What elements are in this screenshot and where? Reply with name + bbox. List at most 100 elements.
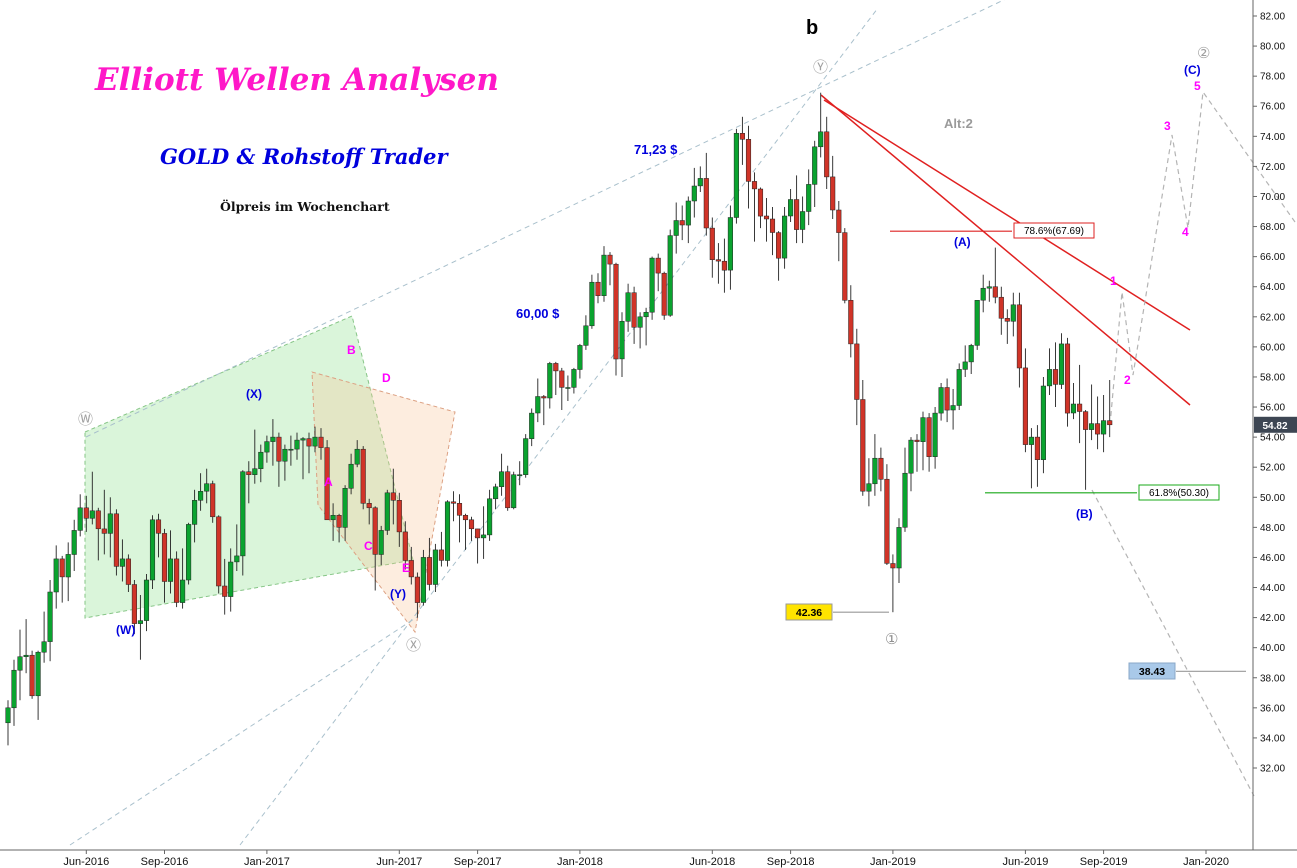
candle-body [456,503,463,516]
candle-body [318,436,324,448]
resistance-red-steep [820,94,1191,406]
candle-body [739,133,745,140]
candle-body [733,133,739,218]
candle-body [204,483,210,492]
wave-Y-label: (Y) [390,587,406,601]
price-tick-label: 36.00 [1260,703,1285,714]
candle-body [583,325,589,346]
candle-body [438,549,444,561]
price-tick-label: 80.00 [1260,42,1285,53]
candle-body [487,498,493,536]
candle-body [571,369,577,388]
candle-body [697,178,703,187]
candle-body [938,387,944,414]
candle-body [1101,420,1107,435]
proj-wave-3: 3 [1164,119,1171,133]
candle-body [613,263,619,360]
low-4236-label: 42.36 [796,607,822,619]
time-tick-label: Sep-2017 [454,856,502,868]
candle-body [47,591,53,642]
candle-body [896,527,902,569]
candle-body [444,501,451,561]
candle-body [878,457,884,480]
price-tick-label: 46.00 [1260,553,1285,564]
candle-body [685,200,691,226]
target-3843-label: 38.43 [1139,666,1165,678]
time-tick-label: Jan-2020 [1183,856,1229,868]
candle-body [1016,304,1022,369]
time-axis[interactable] [0,850,1253,868]
proj-wave-5: 5 [1194,79,1201,93]
candle-body [17,656,23,671]
price-tick-label: 76.00 [1260,102,1285,113]
candle-body [101,528,107,534]
time-tick-label: Jun-2019 [1002,856,1048,868]
candle-body [300,438,306,441]
candle-body [715,259,721,262]
candle-body [402,531,408,561]
candle-body [595,281,601,296]
candle-body [794,199,800,230]
price-axis[interactable] [1253,0,1297,850]
target-3843-box [1128,662,1176,680]
candle-body [601,254,607,296]
circle-W-label: Ⓦ [78,411,93,428]
candle-body [643,312,649,318]
candle-body [396,500,402,533]
current-price-tag[interactable] [1254,416,1297,433]
candle-body [649,257,655,313]
triangle-e-label: E [402,561,410,575]
triangle-d-label: D [382,371,391,385]
wave-C-label: (C) [1184,63,1201,77]
candle-body [475,528,481,539]
alt-count-label: Alt:2 [944,116,973,131]
candle-body [354,448,360,465]
candle-body [541,396,547,399]
candle-body [517,474,523,476]
candle-body [65,554,71,578]
candle-body [95,510,101,530]
proj-wave-1: 1 [1110,274,1117,288]
candle-body [890,563,896,569]
candle-body [956,369,962,406]
candle-body [800,211,806,230]
candle-body [757,188,764,217]
candle-body [866,483,872,492]
candle-body [860,399,866,492]
candle-body [342,488,348,528]
candle-body [282,448,288,462]
candle-body [348,463,354,489]
price-tick-label: 66.00 [1260,252,1285,263]
candle-body [902,472,908,528]
candle-body [998,296,1004,319]
candle-body [125,558,131,585]
candle-body [824,131,830,178]
candle-body [336,515,342,528]
candle-body [1089,423,1095,430]
candle-body [216,516,222,587]
candle-body [727,217,733,271]
price-tick-label: 50.00 [1260,493,1285,504]
current-price-label: 54.82 [1262,421,1287,432]
price-tick-label: 52.00 [1260,463,1285,474]
candle-body [1022,367,1028,445]
price-tick-label: 64.00 [1260,282,1285,293]
candle-body [294,439,300,450]
candle-body [691,185,697,202]
candle-body [107,513,113,534]
candle-body [1058,343,1065,385]
candle-body [535,396,541,414]
candle-body [577,345,583,370]
candle-body [547,363,553,399]
candle-body [884,478,890,564]
candle-body [53,558,59,593]
candle-body [450,501,457,504]
candle-body [149,519,156,581]
candle-body [71,530,77,555]
candle-body [1077,403,1083,412]
candle-body [1040,385,1046,460]
candle-body [751,181,758,190]
candle-body [637,316,643,328]
candle-body [222,585,228,597]
